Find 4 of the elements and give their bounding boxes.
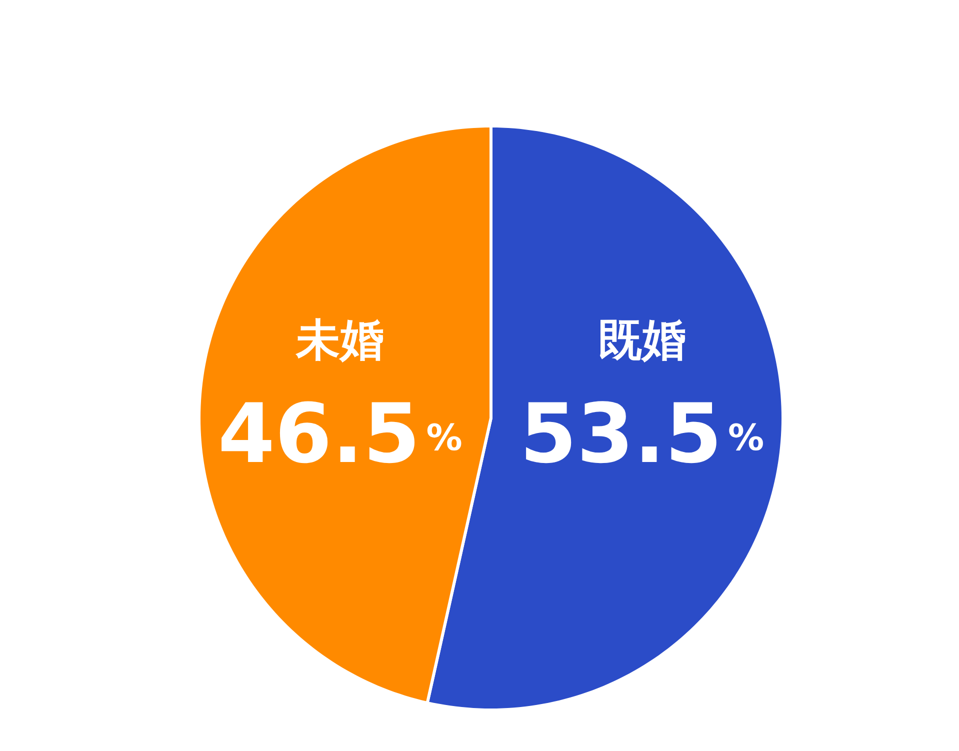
slice-label: 既婚 bbox=[598, 315, 686, 366]
data-label: 46.5% bbox=[218, 387, 462, 482]
slice-label: 未婚 bbox=[295, 315, 384, 366]
data-label: 53.5% bbox=[520, 387, 764, 482]
